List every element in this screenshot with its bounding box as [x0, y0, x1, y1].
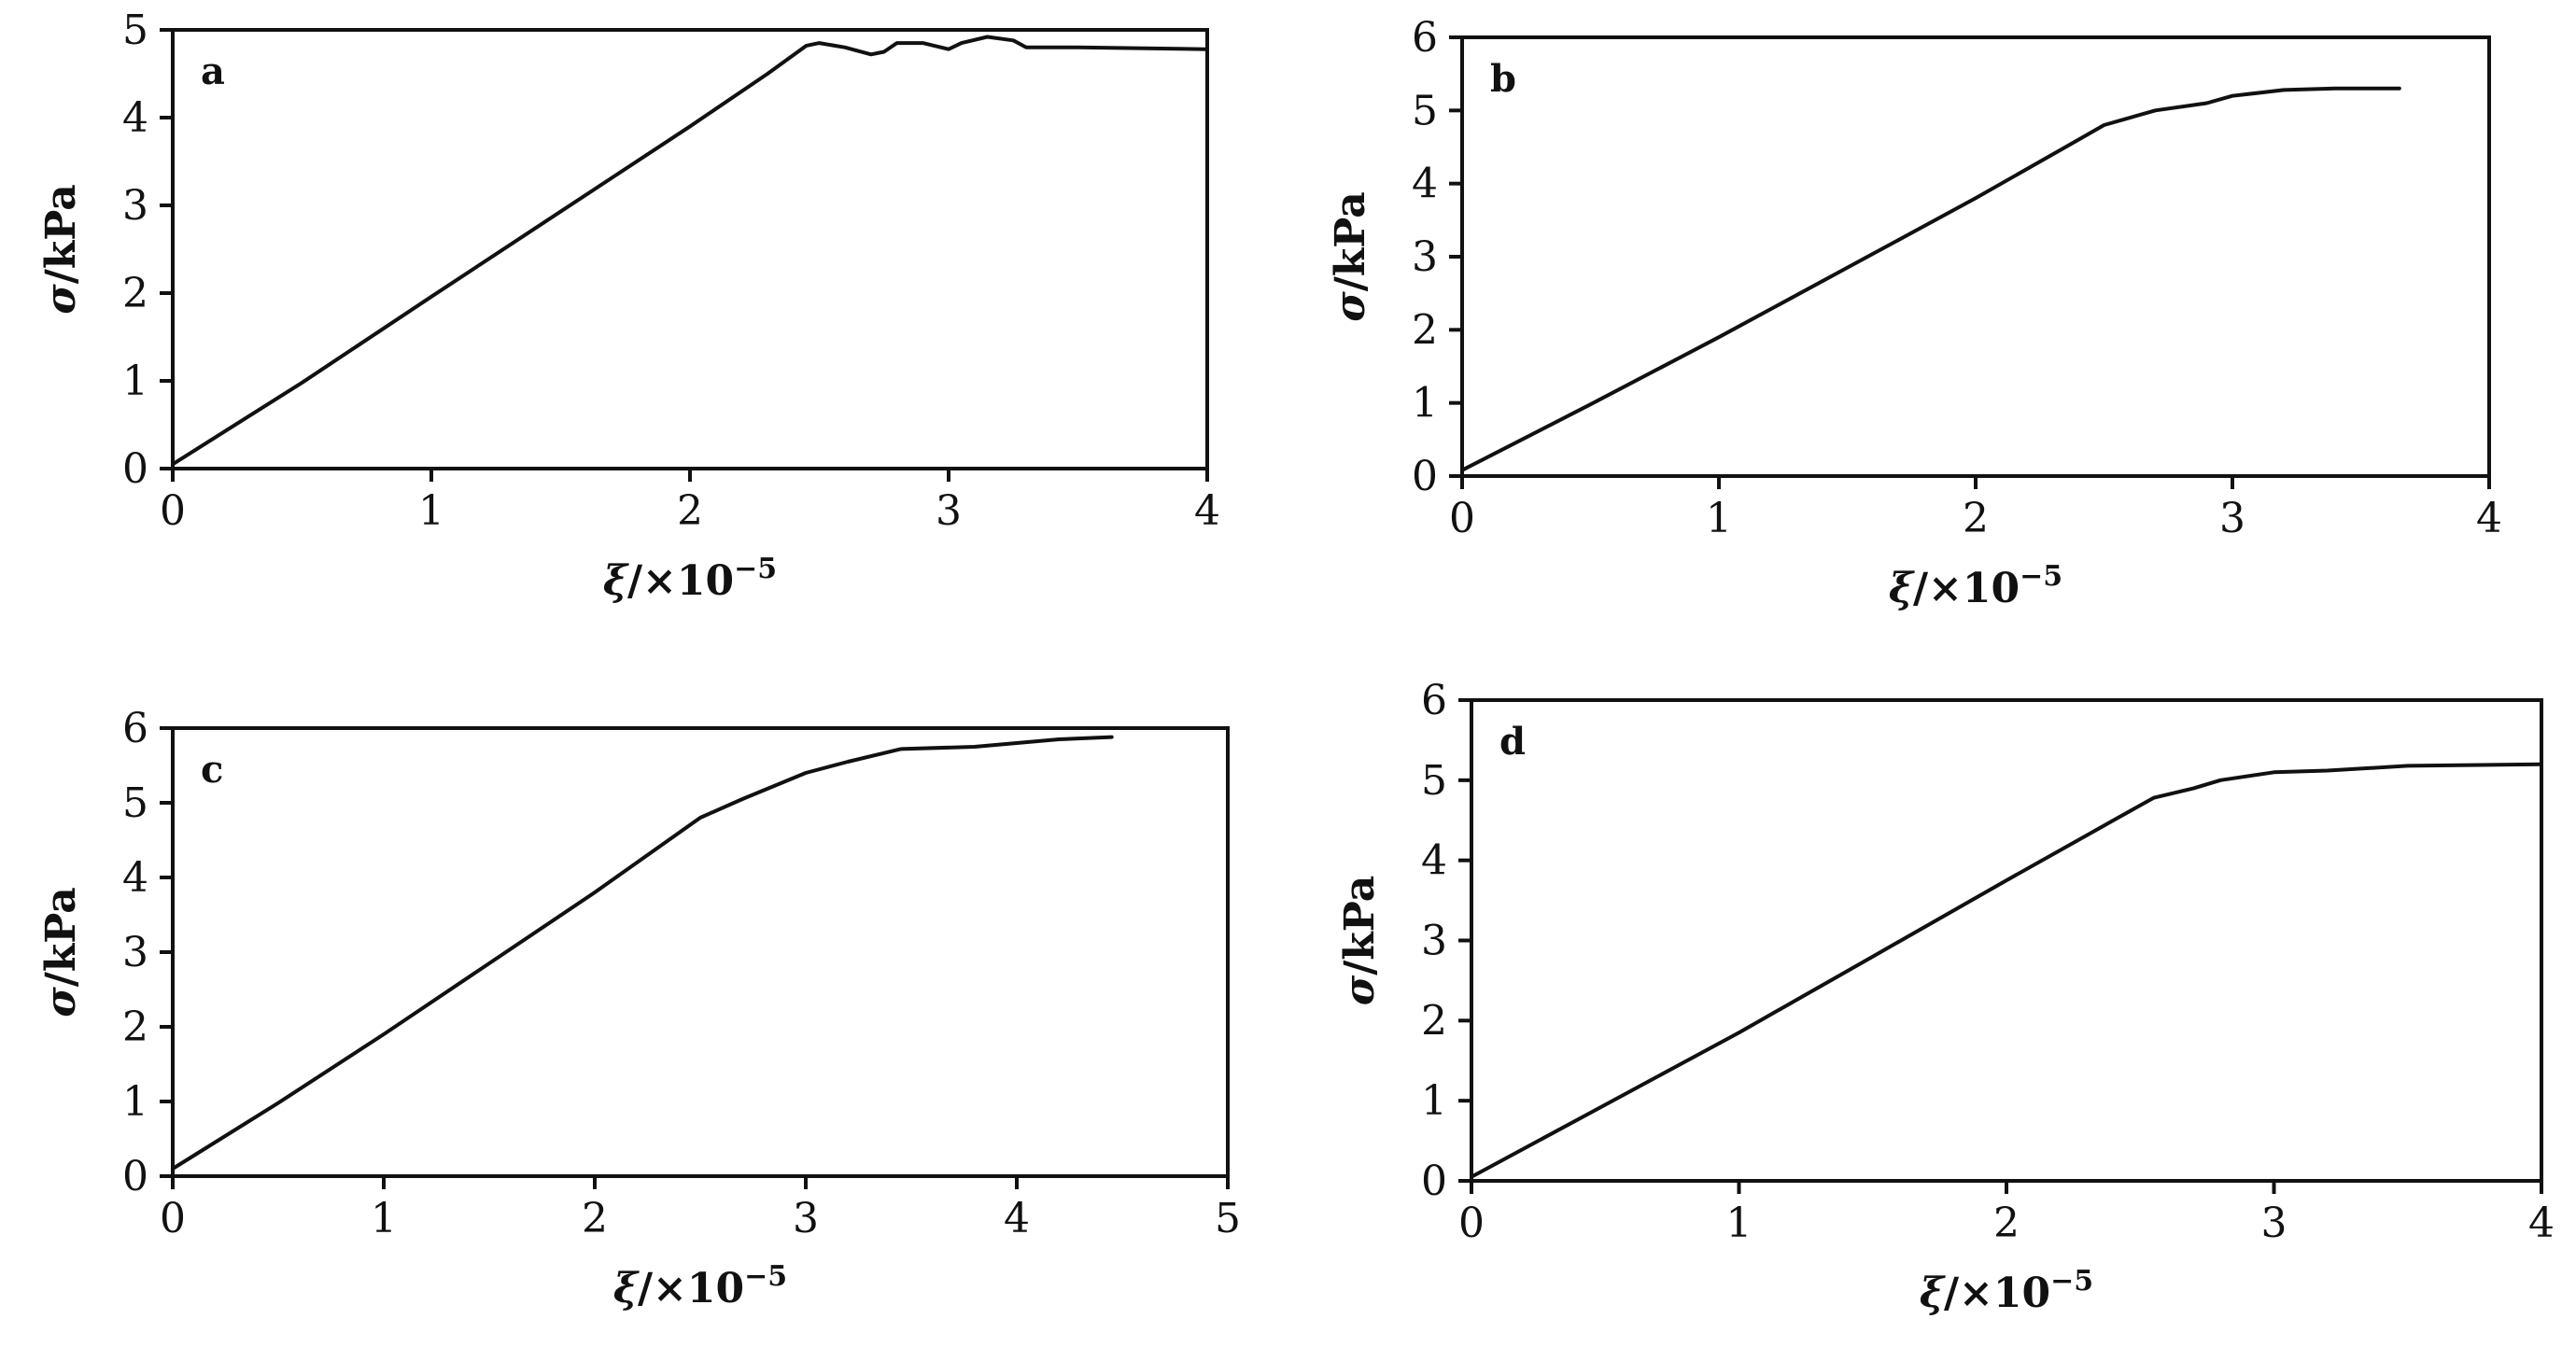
y-tick-label: 3: [1412, 233, 1438, 281]
x-tick-label: 1: [418, 487, 444, 535]
chart-panel-b: 0 1 2 3 4 0 1 2 3 4 5 6 b ξ/×10−5 σ/kPa: [1327, 14, 2502, 612]
y-tick-label: 2: [122, 270, 148, 317]
x-tick-label: 0: [160, 1195, 186, 1242]
x-tick-label: 4: [2476, 495, 2502, 542]
y-tick-label: 4: [122, 854, 148, 902]
y-tick-label: 4: [122, 94, 148, 142]
y-tick-label: 5: [122, 7, 148, 54]
x-tick-label: 2: [677, 487, 703, 535]
x-tick-label: 3: [2219, 495, 2245, 542]
y-tick-label: 6: [1412, 14, 1438, 62]
y-tick-label: 2: [1421, 997, 1447, 1045]
series-line: [171, 735, 1114, 1171]
y-tick-label: 1: [122, 1078, 148, 1126]
x-tick-label: 3: [936, 487, 962, 535]
chart-panel-a: 0 1 2 3 4 0 1 2 3 4 5 a ξ/×10−5 σ/kPa: [37, 7, 1220, 605]
series-line: [171, 35, 1209, 467]
chart-panel-c: 0 1 2 3 4 5 0 1 2 3 4 5 6 c ξ/×10−5 σ/kPa: [37, 705, 1241, 1312]
x-tick-label: 2: [582, 1195, 608, 1242]
y-tick-label: 2: [1412, 306, 1438, 354]
panel-label: b: [1490, 57, 1516, 101]
x-axis-title: ξ/×10−5: [613, 1260, 787, 1312]
y-axis-title: σ/kPa: [37, 887, 85, 1017]
x-tick-label: 3: [2261, 1200, 2287, 1247]
plot-frame: [171, 726, 1230, 1178]
y-tick-label: 0: [122, 1153, 148, 1200]
panel-label: a: [201, 49, 225, 93]
x-tick-label: 3: [793, 1195, 819, 1242]
y-tick-label: 2: [122, 1003, 148, 1051]
y-tick-label: 6: [1421, 677, 1447, 724]
y-tick-label: 3: [122, 182, 148, 230]
y-tick-label: 1: [1421, 1077, 1447, 1125]
x-tick-label: 5: [1215, 1195, 1241, 1242]
x-tick-label: 4: [1194, 487, 1220, 535]
x-tick-label: 1: [1706, 495, 1732, 542]
y-tick-label: 5: [1421, 757, 1447, 805]
chart-panel-d: 0 1 2 3 4 0 1 2 3 4 5 6 d ξ/×10−5 σ/kPa: [1336, 677, 2555, 1317]
plot-frame: [1460, 35, 2491, 478]
y-axis-title: σ/kPa: [37, 184, 85, 314]
x-axis-title: ξ/×10−5: [1889, 560, 2062, 612]
x-axis-title: ξ/×10−5: [603, 553, 777, 605]
y-tick-label: 0: [1421, 1158, 1447, 1205]
y-axis-title: σ/kPa: [1336, 876, 1384, 1005]
x-tick-label: 4: [2528, 1200, 2555, 1247]
y-tick-label: 4: [1421, 837, 1447, 885]
plot-frame: [1470, 698, 2543, 1183]
x-tick-label: 2: [1993, 1200, 2020, 1247]
y-tick-label: 5: [1412, 87, 1438, 134]
y-tick-label: 4: [1412, 161, 1438, 208]
series-line: [1460, 86, 2401, 472]
x-tick-label: 2: [1963, 495, 1989, 542]
y-tick-label: 5: [122, 779, 148, 827]
x-tick-label: 0: [1458, 1200, 1485, 1247]
x-tick-label: 0: [160, 487, 186, 535]
y-tick-label: 1: [122, 358, 148, 405]
x-tick-label: 4: [1004, 1195, 1030, 1242]
y-tick-label: 1: [1412, 380, 1438, 428]
y-tick-label: 3: [122, 929, 148, 976]
y-tick-label: 6: [122, 705, 148, 752]
x-tick-label: 1: [371, 1195, 397, 1242]
y-tick-label: 0: [122, 445, 148, 493]
x-tick-label: 1: [1726, 1200, 1753, 1247]
y-tick-label: 0: [1412, 453, 1438, 500]
y-axis-title: σ/kPa: [1327, 191, 1374, 321]
panel-label: c: [201, 748, 223, 792]
panel-label: d: [1499, 720, 1526, 764]
y-tick-label: 3: [1421, 918, 1447, 965]
x-axis-title: ξ/×10−5: [1920, 1265, 2093, 1317]
x-tick-label: 0: [1449, 495, 1475, 542]
plot-frame: [171, 28, 1209, 470]
series-line: [1470, 762, 2543, 1179]
